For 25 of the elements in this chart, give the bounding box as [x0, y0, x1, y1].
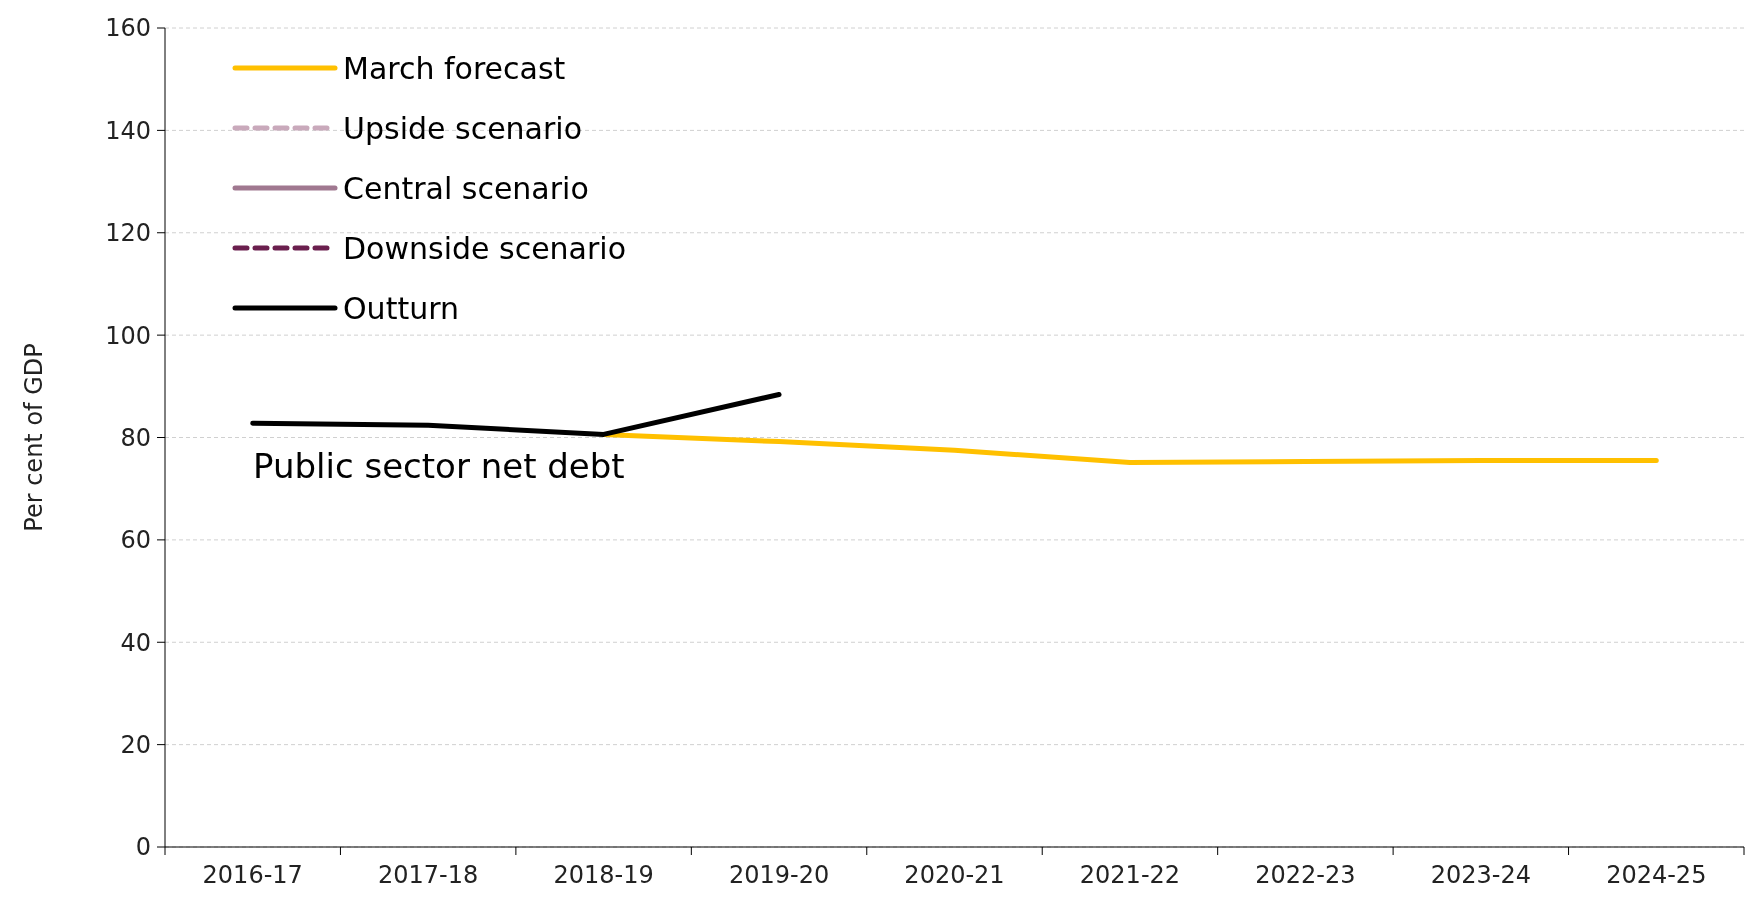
- x-tick-label: 2024-25: [1606, 861, 1707, 889]
- y-tick-label: 0: [135, 833, 151, 862]
- x-tick-label: 2022-23: [1255, 861, 1356, 889]
- legend-label: Downside scenario: [343, 230, 627, 266]
- x-tick-label: 2017-18: [378, 861, 479, 889]
- y-tick-label: 120: [105, 219, 151, 248]
- x-tick-label: 2018-19: [553, 861, 654, 889]
- y-tick-label: 80: [120, 423, 151, 452]
- legend-label: Central scenario: [343, 170, 589, 206]
- legend-label: March forecast: [343, 50, 566, 86]
- x-tick-label: 2019-20: [728, 861, 830, 889]
- x-tick-label: 2016-17: [202, 861, 303, 889]
- legend-label: Upside scenario: [343, 110, 583, 146]
- x-tick-label: 2023-24: [1430, 861, 1531, 889]
- y-tick-label: 20: [120, 731, 151, 760]
- x-tick-label: 2020-21: [904, 861, 1005, 889]
- y-tick-label: 140: [105, 116, 151, 145]
- y-tick-label: 40: [120, 628, 151, 657]
- x-tick-label: 2021-22: [1079, 861, 1181, 889]
- y-tick-label: 100: [105, 321, 151, 350]
- y-tick-label: 60: [120, 526, 151, 555]
- legend-label: Outturn: [343, 290, 459, 326]
- y-axis-title: Per cent of GDP: [20, 343, 48, 532]
- y-tick-label: 160: [105, 14, 151, 43]
- annotation: Public sector net debt: [253, 446, 625, 487]
